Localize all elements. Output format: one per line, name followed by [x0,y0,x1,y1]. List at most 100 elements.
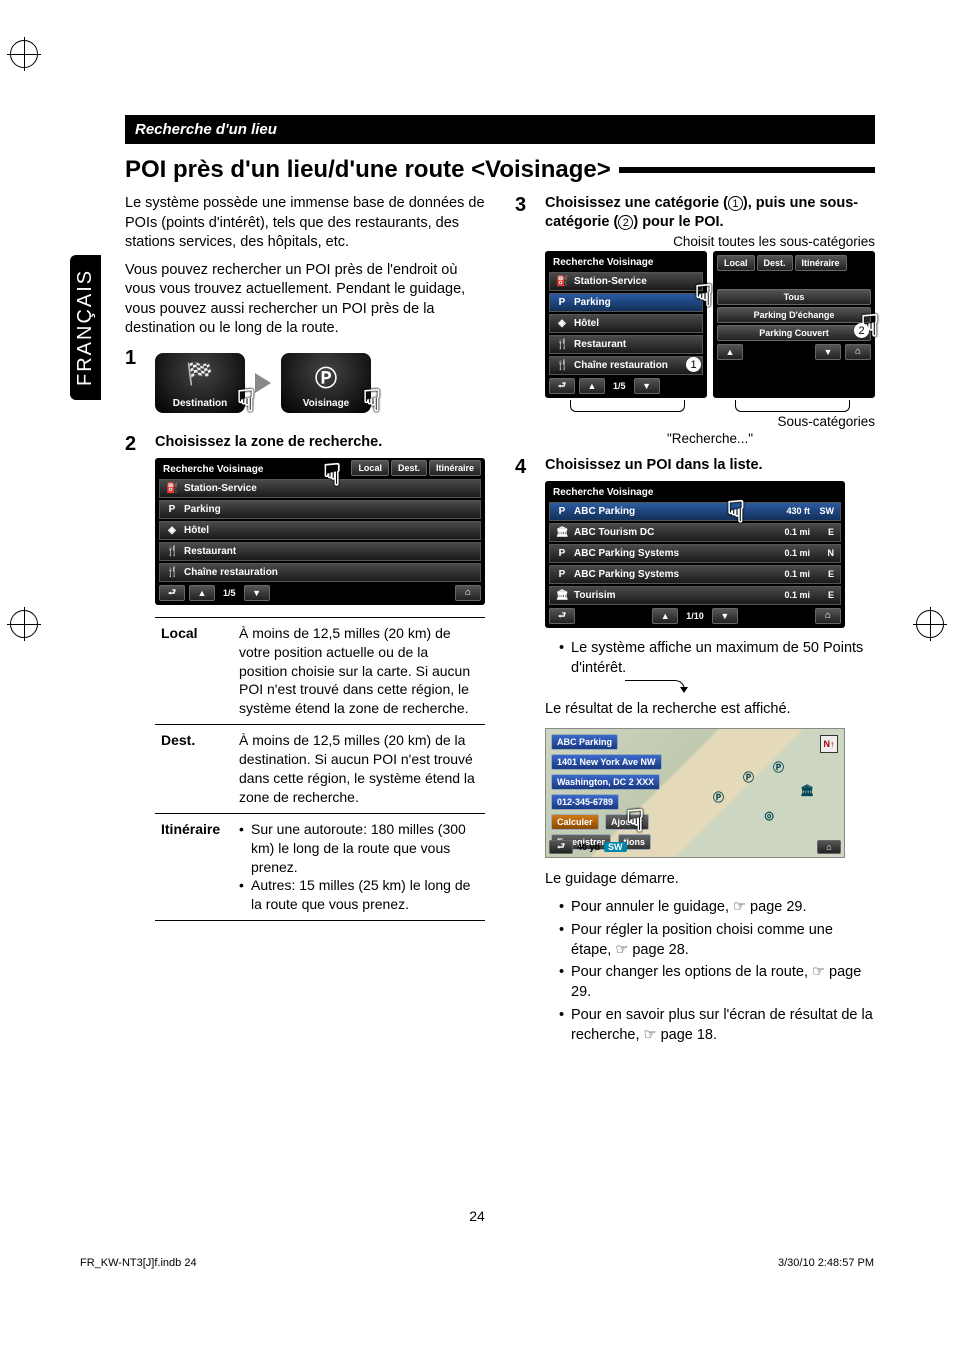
list-item[interactable]: 🍴Restaurant [549,335,703,354]
note-bullet: Le système affiche un maximum de 50 Poin… [559,638,875,679]
ref-bullet: Pour changer les options de la route, ☞ … [559,962,875,1003]
list-item[interactable]: 🍴Chaîne restauration [549,356,703,375]
add-button[interactable]: Ajouter [605,814,649,830]
parking-icon: P [556,506,568,517]
parking-icon: P [556,569,568,580]
phone-chip: 012-345-6789 [551,794,619,810]
list-item[interactable]: ⛽Station-Service [159,479,481,498]
caption: "Recherche..." [545,431,875,446]
destination-button[interactable]: 🏁 Destination ☟ [155,353,245,413]
page-down-button[interactable]: ▼ [634,378,660,394]
parking-icon: P [556,297,568,308]
tab-dest[interactable]: Dest. [757,255,793,271]
ref-bullet: Pour annuler le guidage, ☞ page 29. [559,897,875,917]
ref-bullet: Pour en savoir plus sur l'écran de résul… [559,1005,875,1046]
fuel-icon: ⛽ [556,276,568,287]
parking-icon: P [556,548,568,559]
subcategory-item[interactable]: Parking D'échange [717,307,871,323]
page-up-button[interactable]: ▲ [579,378,605,394]
footer-left: FR_KW-NT3[J]f.indb 24 [80,1257,197,1269]
panel-title: Recherche Voisinage [553,487,837,498]
def-value: À moins de 12,5 milles (20 km) de votre … [233,617,485,724]
step-number: 3 [515,194,535,448]
subcategory-panel: Local Dest. Itinéraire Tous Parking D'éc… [713,251,875,398]
restaurant-icon: 🍴 [166,546,178,557]
icon-label: Destination [173,398,227,409]
def-key: Dest. [155,725,233,814]
page-down-button[interactable]: ▼ [244,585,270,601]
list-item[interactable]: 🍴Chaîne restauration [159,563,481,582]
list-item[interactable]: ◈Hôtel [549,314,703,333]
step-title: Choisissez une catégorie (1), puis une s… [545,194,875,232]
home-button[interactable]: ⌂ [455,585,481,601]
step-number: 4 [515,456,535,1048]
page-up-button[interactable]: ▲ [189,585,215,601]
subcategory-all[interactable]: Tous [717,289,871,305]
hand-cursor-icon: ☟ [363,384,381,419]
result-caption: Le résultat de la recherche est affiché. [545,700,875,720]
page-down-button[interactable]: ▼ [815,344,841,360]
tourism-icon: 🏛 [556,590,568,601]
list-item[interactable]: 🏛ABC Tourism DC0.1 miE [549,523,841,542]
title-rule [619,167,875,173]
intro-paragraph: Vous pouvez rechercher un POI près de l'… [125,261,485,339]
back-button[interactable]: ⮐ [159,585,185,601]
addr-chip: 1401 New York Ave NW [551,754,662,770]
restaurant-icon: 🍴 [556,360,568,371]
def-value: Sur une autoroute: 180 milles (300 km) l… [233,813,485,920]
def-value: À moins de 12,5 milles (20 km) de la des… [233,725,485,814]
back-button[interactable]: ⮐ [549,378,575,394]
subcategory-item[interactable]: Parking Couvert [717,325,871,341]
back-button[interactable]: ⮐ [549,840,573,854]
results-panel: Recherche Voisinage PABC Parking430 ftSW… [545,481,845,628]
list-item[interactable]: PParking [549,293,703,312]
step-title: Choisissez la zone de recherche. [155,433,485,452]
list-item[interactable]: PParking [159,500,481,519]
map-pin-icon: Ⓟ [713,789,724,805]
brace [735,400,851,412]
tab-route[interactable]: Itinéraire [795,255,847,271]
page-down-button[interactable]: ▼ [712,608,738,624]
flag-icon: 🏁 [186,361,213,387]
ref-bullet: Pour régler la position choisi comme une… [559,920,875,961]
hotel-icon: ◈ [556,318,568,329]
map-pin-icon: ◎ [764,809,774,822]
map-scale: 40 yd [577,842,600,852]
home-button[interactable]: ⌂ [815,608,841,624]
zone-definition-table: Local À moins de 12,5 milles (20 km) de … [155,617,485,921]
home-button[interactable]: ⌂ [845,344,871,360]
map-pin-icon: Ⓟ [743,769,754,785]
list-item[interactable]: ◈Hôtel [159,521,481,540]
back-button[interactable]: ⮐ [549,608,575,624]
list-item[interactable]: PABC Parking Systems0.1 miN [549,544,841,563]
hand-cursor-icon: ☟ [237,384,255,419]
guidance-text: Le guidage démarre. [545,870,875,890]
step-title: Choisissez un POI dans la liste. [545,456,875,475]
home-button[interactable]: ⌂ [817,840,841,854]
vicinity-button[interactable]: Ⓟ Voisinage ☟ [281,353,371,413]
caption: Sous-catégories [545,414,875,429]
list-item[interactable]: ⛽Station-Service [549,272,703,291]
flow-arrow [625,680,685,692]
calculate-button[interactable]: Calculer [551,814,599,830]
tab-route[interactable]: Itinéraire [429,460,481,476]
page-indicator: 1/5 [219,588,240,598]
map-direction: SW [604,842,627,852]
category-list: ⛽Station-Service PParking ◈Hôtel 🍴Restau… [159,479,481,582]
panel-title: Recherche Voisinage [553,257,699,268]
tab-local[interactable]: Local [351,460,389,476]
category-panel: Recherche Voisinage ⛽Station-Service PPa… [545,251,707,398]
page-up-button[interactable]: ▲ [652,608,678,624]
printer-mark [10,610,38,638]
def-key: Itinéraire [155,813,233,920]
list-item[interactable]: PABC Parking430 ftSW [549,502,841,521]
restaurant-icon: 🍴 [166,567,178,578]
list-item[interactable]: PABC Parking Systems0.1 miE [549,565,841,584]
list-item[interactable]: 🍴Restaurant [159,542,481,561]
tab-dest[interactable]: Dest. [391,460,427,476]
caption: Choisit toutes les sous-catégories [545,234,875,249]
tab-local[interactable]: Local [717,255,755,271]
list-item[interactable]: 🏛Tourisim0.1 miE [549,586,841,605]
tourism-icon: 🏛 [556,527,568,538]
page-up-button[interactable]: ▲ [717,344,743,360]
